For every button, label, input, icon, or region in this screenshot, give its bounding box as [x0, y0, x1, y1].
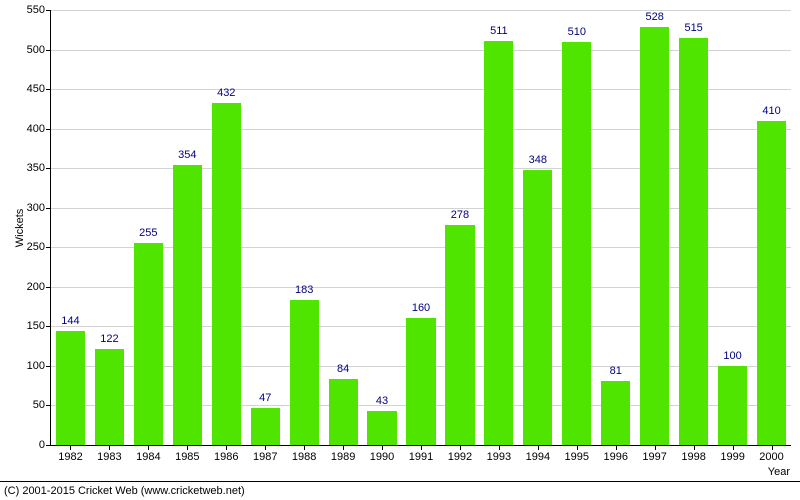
- bar: [640, 27, 669, 445]
- chart-container: 0 50 100 150 200 250 300 350 400 450 500 550 144 1982…: [0, 0, 800, 500]
- bar: [367, 411, 396, 445]
- value-label: 278: [451, 209, 469, 221]
- value-label: 122: [100, 333, 118, 345]
- y-tick-label: 250: [27, 241, 51, 253]
- x-tick-label: 1998: [681, 445, 705, 463]
- y-tick-label: 400: [27, 123, 51, 135]
- x-tick-label: 1999: [720, 445, 744, 463]
- bar: [445, 225, 474, 445]
- x-tick-label: 1987: [253, 445, 277, 463]
- value-label: 84: [337, 363, 349, 375]
- y-axis-title: Wickets: [14, 209, 26, 248]
- bar: [56, 331, 85, 445]
- value-label: 511: [490, 25, 508, 37]
- y-tick-label: 300: [27, 202, 51, 214]
- bar: [290, 300, 319, 445]
- y-tick-label: 100: [27, 360, 51, 372]
- bar: [134, 243, 163, 445]
- value-label: 510: [568, 26, 586, 38]
- plot-area: 0501001502002503003504004505005501441982…: [50, 10, 791, 446]
- x-axis-title: Year: [768, 466, 790, 478]
- bar: [562, 42, 591, 445]
- value-label: 47: [259, 392, 271, 404]
- x-tick-label: 1991: [409, 445, 433, 463]
- value-label: 348: [529, 154, 547, 166]
- value-label: 432: [217, 87, 235, 99]
- x-tick-label: 1990: [370, 445, 394, 463]
- bar: [679, 38, 708, 445]
- value-label: 410: [762, 105, 780, 117]
- x-tick-label: 2000: [759, 445, 783, 463]
- x-tick-label: 1994: [526, 445, 550, 463]
- value-label: 354: [178, 149, 196, 161]
- bar: [329, 379, 358, 445]
- y-tick-label: 350: [27, 162, 51, 174]
- x-tick-label: 1983: [97, 445, 121, 463]
- x-tick-label: 1996: [603, 445, 627, 463]
- x-tick-label: 1985: [175, 445, 199, 463]
- bar: [173, 165, 202, 445]
- x-tick-label: 1989: [331, 445, 355, 463]
- bar: [251, 408, 280, 445]
- value-label: 160: [412, 302, 430, 314]
- value-label: 515: [684, 22, 702, 34]
- bar: [212, 103, 241, 445]
- y-tick-label: 500: [27, 44, 51, 56]
- y-tick-label: 150: [27, 320, 51, 332]
- y-tick-label: 200: [27, 281, 51, 293]
- gridline: [51, 10, 791, 11]
- bar: [406, 318, 435, 445]
- x-tick-label: 1993: [487, 445, 511, 463]
- x-tick-label: 1986: [214, 445, 238, 463]
- value-label: 528: [645, 11, 663, 23]
- footer-copyright: (C) 2001-2015 Cricket Web (www.cricketwe…: [0, 481, 800, 500]
- x-tick-label: 1988: [292, 445, 316, 463]
- x-tick-label: 1992: [448, 445, 472, 463]
- bar: [95, 349, 124, 445]
- x-tick-label: 1997: [642, 445, 666, 463]
- bar: [718, 366, 747, 445]
- bar: [484, 41, 513, 445]
- bar: [757, 121, 786, 445]
- y-tick-label: 50: [33, 399, 51, 411]
- x-tick-label: 1984: [136, 445, 160, 463]
- x-tick-label: 1995: [565, 445, 589, 463]
- value-label: 43: [376, 395, 388, 407]
- value-label: 81: [610, 365, 622, 377]
- value-label: 255: [139, 227, 157, 239]
- x-tick-label: 1982: [58, 445, 82, 463]
- value-label: 144: [61, 315, 79, 327]
- value-label: 183: [295, 284, 313, 296]
- value-label: 100: [723, 350, 741, 362]
- y-tick-label: 450: [27, 83, 51, 95]
- bar: [601, 381, 630, 445]
- y-tick-label: 0: [39, 439, 51, 451]
- y-tick-label: 550: [27, 4, 51, 16]
- bar: [523, 170, 552, 445]
